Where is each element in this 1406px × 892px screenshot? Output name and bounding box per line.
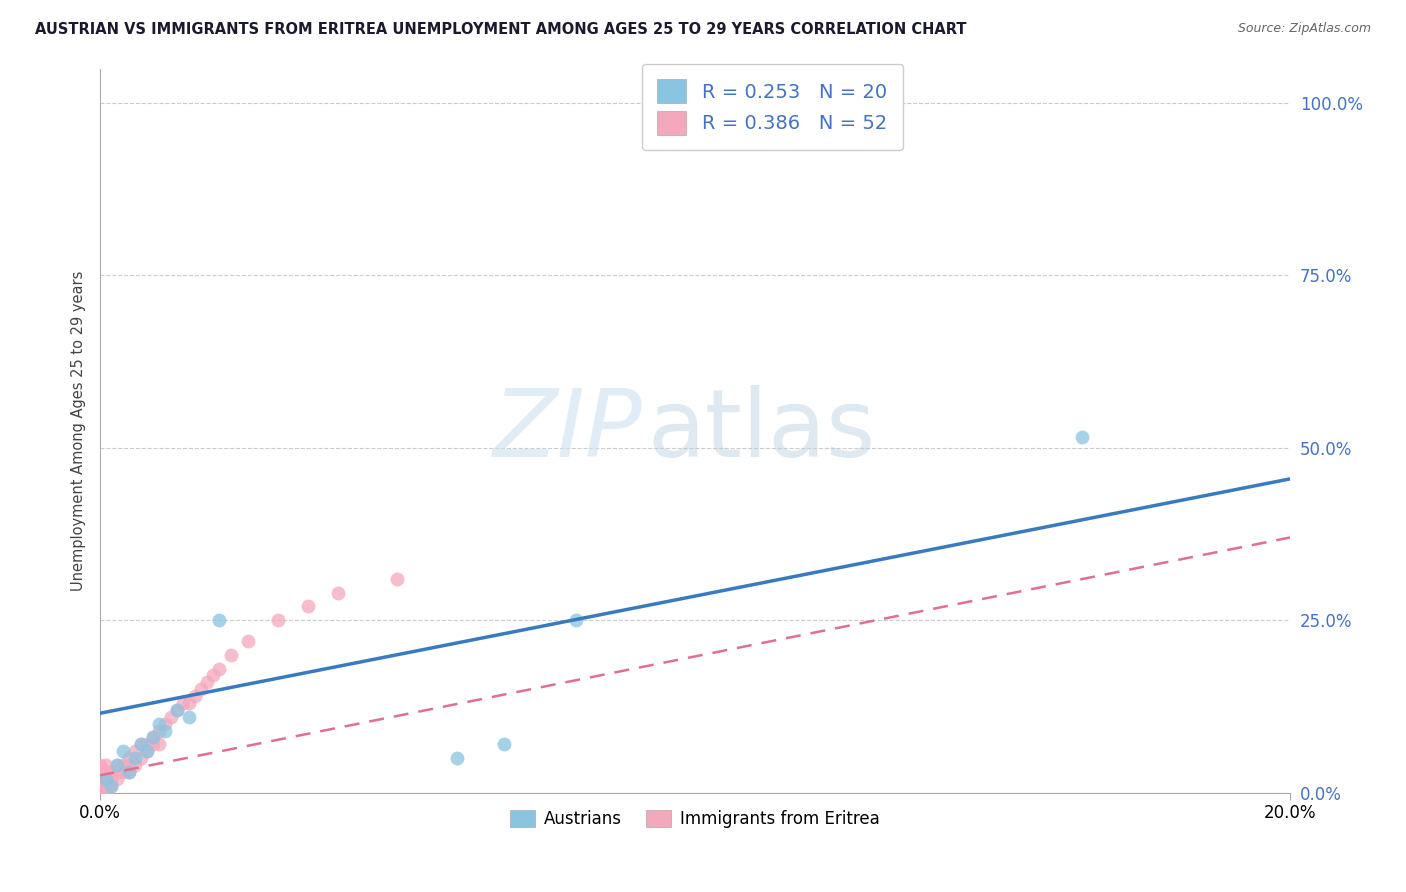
Point	[195, 675, 218, 690]
Point	[107, 764, 129, 779]
Point	[89, 772, 111, 786]
Point	[124, 758, 146, 772]
Point	[129, 751, 152, 765]
Point	[177, 710, 200, 724]
Point	[136, 738, 159, 752]
Text: atlas: atlas	[647, 384, 876, 476]
Point	[100, 779, 122, 793]
Point	[107, 758, 129, 772]
Point	[89, 764, 111, 779]
Point	[89, 786, 111, 800]
Point	[153, 723, 176, 738]
Point	[177, 696, 200, 710]
Point	[494, 738, 516, 752]
Point	[207, 661, 229, 675]
Point	[129, 738, 152, 752]
Point	[124, 751, 146, 765]
Point	[387, 572, 409, 586]
Point	[166, 703, 188, 717]
Point	[94, 772, 117, 786]
Text: ZIP: ZIP	[492, 385, 641, 476]
Point	[142, 731, 165, 745]
Y-axis label: Unemployment Among Ages 25 to 29 years: Unemployment Among Ages 25 to 29 years	[72, 270, 86, 591]
Text: AUSTRIAN VS IMMIGRANTS FROM ERITREA UNEMPLOYMENT AMONG AGES 25 TO 29 YEARS CORRE: AUSTRIAN VS IMMIGRANTS FROM ERITREA UNEM…	[35, 22, 967, 37]
Point	[100, 764, 122, 779]
Point	[142, 731, 165, 745]
Point	[89, 782, 111, 797]
Point	[112, 744, 135, 758]
Point	[136, 744, 159, 758]
Point	[89, 764, 111, 779]
Point	[190, 682, 212, 697]
Point	[100, 772, 122, 786]
Point	[713, 95, 735, 110]
Point	[112, 758, 135, 772]
Legend: Austrians, Immigrants from Eritrea: Austrians, Immigrants from Eritrea	[503, 804, 886, 835]
Point	[683, 95, 706, 110]
Point	[166, 703, 188, 717]
Point	[94, 779, 117, 793]
Point	[89, 758, 111, 772]
Point	[136, 744, 159, 758]
Point	[207, 613, 229, 627]
Point	[118, 764, 141, 779]
Point	[184, 689, 207, 703]
Point	[129, 738, 152, 752]
Point	[100, 779, 122, 793]
Point	[172, 696, 194, 710]
Point	[148, 723, 170, 738]
Point	[326, 585, 349, 599]
Text: Source: ZipAtlas.com: Source: ZipAtlas.com	[1237, 22, 1371, 36]
Point	[148, 738, 170, 752]
Point	[1070, 430, 1092, 444]
Point	[89, 779, 111, 793]
Point	[94, 772, 117, 786]
Point	[112, 764, 135, 779]
Point	[89, 779, 111, 793]
Point	[148, 716, 170, 731]
Point	[94, 758, 117, 772]
Point	[267, 613, 290, 627]
Point	[107, 772, 129, 786]
Point	[238, 634, 260, 648]
Point	[446, 751, 468, 765]
Point	[107, 758, 129, 772]
Point	[201, 668, 224, 682]
Point	[297, 599, 319, 614]
Point	[94, 786, 117, 800]
Point	[153, 716, 176, 731]
Point	[118, 764, 141, 779]
Point	[160, 710, 183, 724]
Point	[94, 764, 117, 779]
Point	[89, 786, 111, 800]
Point	[89, 772, 111, 786]
Point	[142, 738, 165, 752]
Point	[118, 751, 141, 765]
Point	[219, 648, 242, 662]
Point	[118, 758, 141, 772]
Point	[124, 744, 146, 758]
Point	[565, 613, 588, 627]
